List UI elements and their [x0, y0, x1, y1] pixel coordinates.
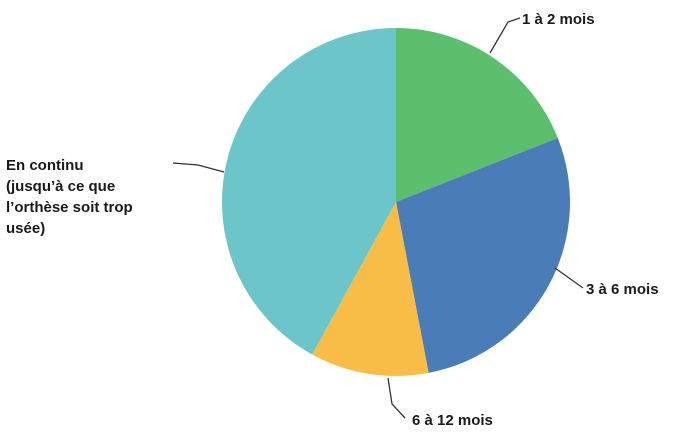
pie-slice-2	[396, 137, 570, 373]
leader-line-3	[387, 377, 406, 419]
slice-label-4: En continu (jusqu’à ce que l’orthèse soit …	[6, 157, 133, 237]
slice-label-line: usée)	[6, 220, 45, 237]
slice-label-2: 3 à 6 mois	[586, 281, 659, 298]
pie-leader-lines	[172, 17, 584, 419]
leader-line-2	[554, 267, 584, 289]
slice-label-line: En continu	[6, 157, 84, 174]
pie-slice-3	[312, 202, 429, 377]
pie-slice-4	[221, 28, 396, 355]
slice-label-line: 3 à 6 mois	[586, 281, 659, 298]
pie-slice-1	[396, 28, 558, 202]
slice-label-line: (jusqu’à ce que	[6, 178, 115, 195]
leader-line-4	[172, 162, 225, 173]
leader-line-1	[489, 17, 521, 54]
slice-label-line: l’orthèse soit trop	[6, 199, 133, 216]
slice-label-line: 1 à 2 mois	[522, 11, 595, 28]
slice-label-line: 6 à 12 mois	[412, 412, 493, 429]
slice-label-1: 1 à 2 mois	[522, 11, 595, 28]
pie-slices	[221, 28, 570, 377]
pie-labels: 1 à 2 mois 3 à 6 mois 6 à 12 mois En contin…	[6, 11, 659, 429]
slice-label-3: 6 à 12 mois	[412, 412, 493, 429]
